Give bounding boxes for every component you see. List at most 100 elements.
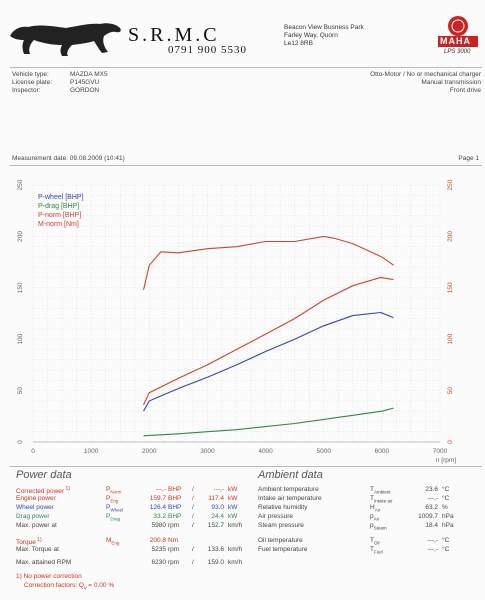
ambient-symbol-sub: Oil [373,540,380,546]
ambient-value: ---,- [427,495,438,502]
power-value-1: 159.7 [149,495,166,502]
y-right-tick-label: 250 [447,179,454,190]
power-unit-2: km/h [228,559,243,566]
address-line: Le12 8RB [284,40,313,47]
ambient-value: 18.4 [425,522,438,529]
power-value-1: 5235 [151,546,166,553]
power-value-1: 5980 [151,522,166,529]
y-left-tick-label: 50 [17,387,24,395]
address-line: Farley Way, Quorn [284,32,338,39]
power-value-2: 133.6 [207,546,224,553]
drive-spec: Front drive [449,87,481,94]
ambient-symbol: TOil [370,537,380,546]
ambient-value: 63.2 [425,504,438,511]
power-value-2: ---,- [213,486,224,493]
power-symbol: PEng [106,495,119,504]
power-separator: / [192,522,194,529]
ambient-unit: hPa [442,522,454,529]
ambient-symbol: HAir [370,504,381,513]
engine-spec: Otto-Motor / No or mechanical charger [370,71,481,78]
power-label: Max. attained RPM [16,559,72,566]
x-tick-label: 0 [31,448,35,455]
power-value-2: 152.7 [207,522,224,529]
legend-entry: P-drag [BHP] [38,203,79,210]
address-line: Beacon View Busness Park [284,24,364,31]
y-left-tick-label: 250 [17,179,24,190]
vehicle-values: MAZDA MX5 P145GVU GORDON [70,71,108,95]
legend-entry: M-norm [Nm] [38,221,79,228]
inspector-label: Inspector: [12,87,41,94]
power-value-1: 6230 [151,559,166,566]
power-unit-2: kW [228,486,238,493]
legend-entry: P-wheel [BHP] [38,194,84,201]
power-label: Corrected power 1) [16,486,70,496]
vehicle-type-value: MAZDA MX5 [70,71,108,78]
power-unit-2: km/h [228,546,243,553]
y-left-tick-label: 150 [17,282,24,293]
power-value-2: 159.0 [207,559,224,566]
ambient-label: Steam pressure [258,522,304,529]
power-symbol: MEng [106,537,120,546]
footnote-no-correction: 1) No power correction [16,573,82,580]
power-value-1: 33.2 [153,513,166,520]
ambient-symbol-sub: Fuel [373,549,383,555]
x-tick-label: 5000 [316,448,331,455]
series-line-1 [143,407,394,437]
ambient-unit: °C [442,537,450,544]
power-value-1: ---,- [155,486,166,493]
power-unit-2: kW [228,504,238,511]
company-phone: 0791 900 5530 [168,44,247,56]
power-label: Torque 1) [16,537,42,547]
power-value-2: 93.0 [211,504,224,511]
power-value-2: 24.4 [211,513,224,520]
y-right-tick-label: 0 [447,440,454,444]
footnote-correction-factor: Correction factors: Qv = 0.00 % [16,581,114,593]
chart-legend: P-wheel [BHP] P-drag [BHP] P-norm [BHP] M-n… [38,194,84,228]
power-unit-2: km/h [228,522,243,529]
power-symbol-sub: Eng [111,540,120,546]
ambient-unit: % [442,504,448,511]
power-value-2: 117.4 [208,495,224,502]
y-left-tick-label: 100 [17,333,24,344]
power-symbol: PWheel [106,504,124,513]
x-tick-label: 1000 [84,448,99,455]
ambient-value: 23.6 [425,486,438,493]
power-data-title: Power data [16,469,72,481]
power-footnote: 1) No power correction Correction factor… [16,572,114,593]
x-tick-label: 3000 [200,448,215,455]
ambient-unit: °C [442,546,450,553]
y-right-tick-label: 50 [447,387,454,395]
power-separator: / [192,513,194,520]
ambient-unit: °C [442,495,450,502]
maha-emblem-icon [438,16,478,47]
page-number: Page 1 [458,155,479,162]
header-logo [8,14,128,59]
power-label: Wheel power [16,504,54,511]
power-symbol-sub: Drag [110,516,121,522]
x-tick-label: 4000 [258,448,273,455]
ambient-symbol: TFuel [370,546,383,555]
y-right-tick-label: 100 [447,333,454,344]
x-tick-label: 6000 [375,448,390,455]
company-name: S.R.M.C [128,24,220,46]
ambient-symbol-sub: Ambient [373,489,391,495]
maha-logo: MAHA LPS 3000 [436,14,480,58]
ambient-label: Fuel temperature [258,546,308,553]
power-symbol-sub: Norm [110,489,122,495]
legend-entry: P-norm [BHP] [38,212,81,219]
ambient-symbol: TIntake air [370,495,393,504]
ambient-symbol: pAir [370,513,380,522]
power-unit-1: BHP [168,504,182,511]
ambient-label: Air pressure [258,513,294,520]
power-unit-1: rpm [168,559,180,566]
chart-top-divider [10,165,482,166]
ambient-symbol: pSteam [370,522,387,531]
power-unit-2: kW [228,495,238,502]
vehicle-labels: Vehicle type: License plate: Inspector: [12,71,52,95]
ambient-symbol-sub: Steam [373,525,387,531]
footnote-marker: 1) [64,486,70,492]
ambient-value: 1009.7 [418,513,438,520]
panther-icon [10,23,121,56]
